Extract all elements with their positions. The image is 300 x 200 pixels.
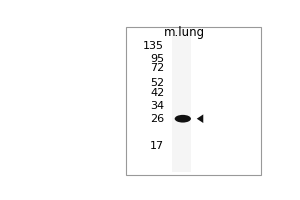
Text: 34: 34 [150,101,164,111]
Text: 72: 72 [150,63,164,73]
Text: 52: 52 [150,78,164,88]
Text: 135: 135 [143,41,164,51]
Text: 26: 26 [150,114,164,124]
Bar [126,27,261,175]
Text: 42: 42 [150,88,164,98]
Polygon shape [197,114,203,123]
Bar [172,30,191,172]
Text: 95: 95 [150,54,164,64]
Text: m.lung: m.lung [164,26,205,39]
Ellipse shape [175,115,191,123]
Text: 17: 17 [150,141,164,151]
